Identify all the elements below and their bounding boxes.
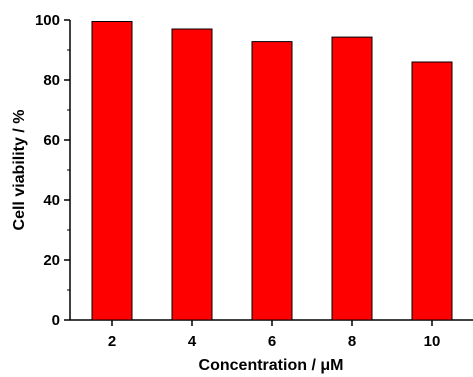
y-tick-label-100: 100 — [35, 12, 60, 29]
bar-6 — [251, 41, 293, 321]
x-ticks-group: 2 4 6 8 10 — [108, 320, 441, 350]
y-tick-label-60: 60 — [43, 132, 60, 149]
bar-8 — [331, 36, 373, 321]
y-tick-label-40: 40 — [43, 192, 60, 209]
x-tick-label-6: 6 — [268, 333, 276, 350]
x-tick-label-2: 2 — [108, 333, 116, 350]
y-tick-label-20: 20 — [43, 252, 60, 269]
y-axis-title: Cell viability / % — [11, 110, 28, 231]
bar-2 — [91, 21, 133, 321]
x-tick-label-10: 10 — [424, 333, 441, 350]
x-tick-label-4: 4 — [188, 333, 197, 350]
bar-10 — [411, 61, 453, 321]
y-tick-label-80: 80 — [43, 72, 60, 89]
x-axis-title: Concentration / μM — [199, 357, 344, 374]
bar-4 — [171, 28, 213, 321]
y-tick-label-0: 0 — [52, 312, 60, 329]
y-ticks-group: 0 20 40 60 80 100 — [35, 12, 70, 329]
x-tick-label-8: 8 — [348, 333, 356, 350]
bars-group — [91, 21, 453, 321]
